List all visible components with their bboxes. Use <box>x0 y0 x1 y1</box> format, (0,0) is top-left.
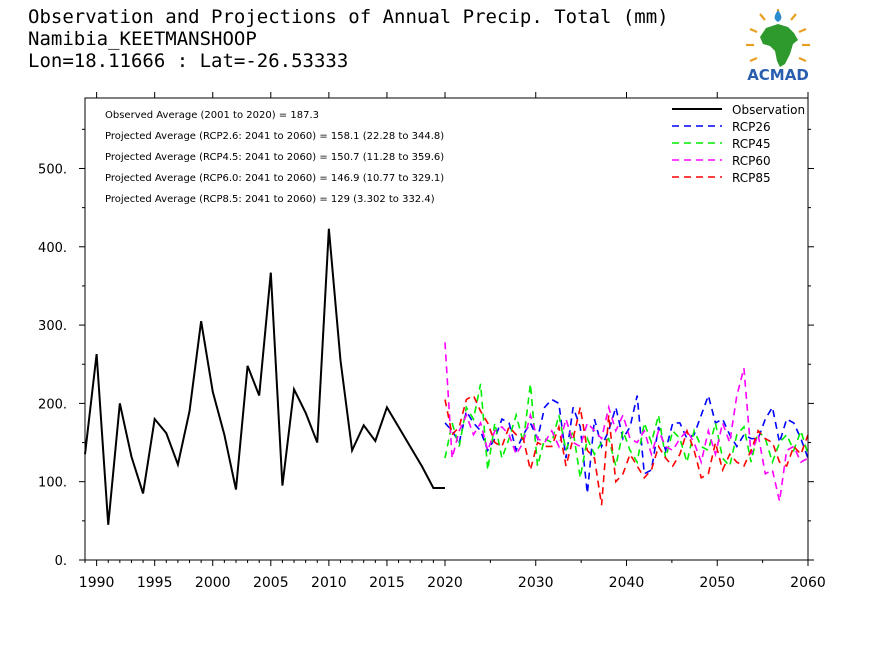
station-coordinates: Lon=18.11666 : Lat=-26.53333 <box>28 50 349 72</box>
legend-label-rcp45: RCP45 <box>732 137 771 151</box>
x-tick-label: 2015 <box>369 575 405 591</box>
x-tick-label: 2000 <box>195 575 231 591</box>
logo-text: ACMAD <box>747 66 809 84</box>
x-tick-label: 1995 <box>137 575 173 591</box>
y-tick-label: 400. <box>38 241 67 256</box>
average-annotation: Projected Average (RCP6.0: 2041 to 2060)… <box>105 173 444 184</box>
plot-frame <box>84 97 809 561</box>
observation-line <box>84 228 445 525</box>
average-annotation: Projected Average (RCP8.5: 2041 to 2060)… <box>105 194 435 205</box>
x-tick-label: 2030 <box>518 575 554 591</box>
chart-header: Observation and Projections of Annual Pr… <box>28 6 669 72</box>
average-annotation: Observed Average (2001 to 2020) = 187.3 <box>105 110 319 121</box>
acmad-logo: ACMAD <box>746 9 810 84</box>
y-tick-label: 500. <box>38 162 67 177</box>
x-tick-label: 2040 <box>609 575 645 591</box>
legend-label-observation: Observation <box>732 103 805 117</box>
x-tick-label: 2020 <box>427 575 463 591</box>
y-tick-label: 200. <box>38 397 67 412</box>
x-tick-label: 2060 <box>790 575 826 591</box>
series-rcp26 <box>444 392 809 494</box>
legend-label-rcp26: RCP26 <box>732 120 771 134</box>
legend-label-rcp60: RCP60 <box>732 154 771 168</box>
legend-label-rcp85: RCP85 <box>732 171 771 185</box>
x-tick-label: 2010 <box>311 575 347 591</box>
x-tick-label: 1990 <box>79 575 115 591</box>
average-annotation: Projected Average (RCP4.5: 2041 to 2060)… <box>105 152 444 163</box>
chart-title: Observation and Projections of Annual Pr… <box>28 6 669 28</box>
station-name: Namibia_KEETMANSHOOP <box>28 28 257 50</box>
series-rcp60 <box>444 342 809 502</box>
x-tick-label: 2005 <box>253 575 289 591</box>
average-annotation: Projected Average (RCP2.6: 2041 to 2060)… <box>105 131 444 142</box>
series-rcp45 <box>444 383 809 478</box>
y-tick-label: 100. <box>38 476 67 491</box>
y-tick-label: 0. <box>55 554 67 569</box>
y-tick-label: 300. <box>38 319 67 334</box>
x-tick-label: 2050 <box>699 575 735 591</box>
